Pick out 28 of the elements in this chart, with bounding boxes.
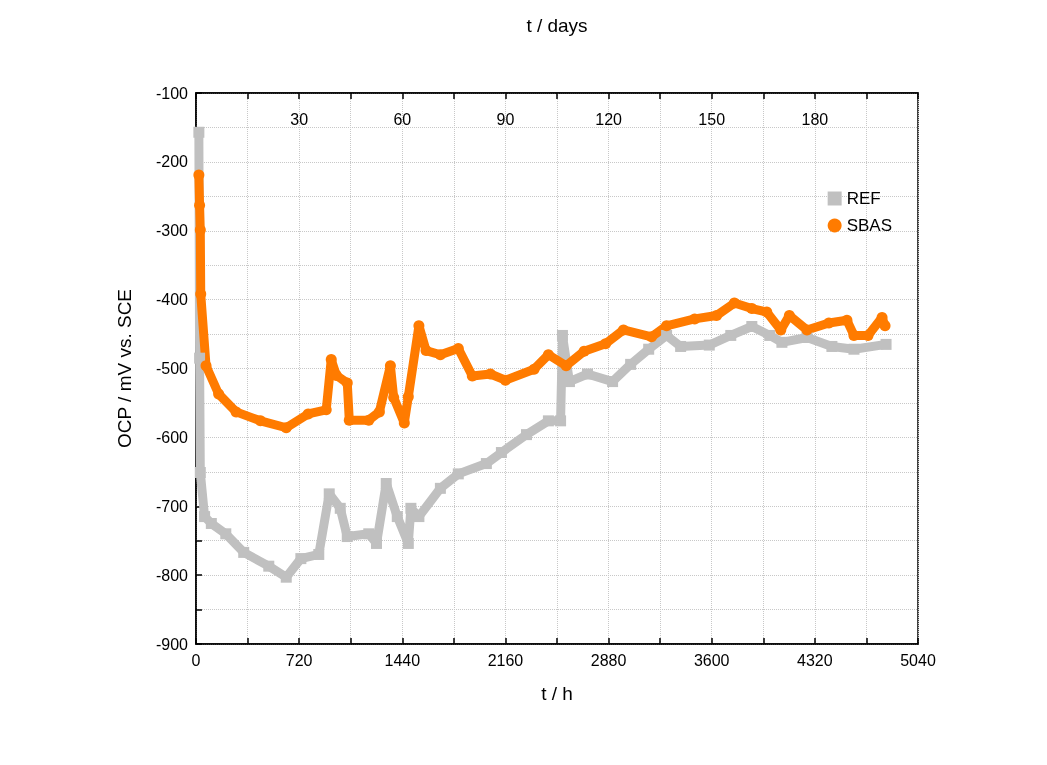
x-tick-label: 2160 [487, 651, 524, 669]
y-tick-label: -100 [155, 84, 189, 102]
y-tick-label: -600 [155, 428, 189, 446]
y-tick-label: -900 [155, 635, 189, 653]
x-tick-label: 0 [191, 651, 201, 669]
x2-tick-label: 30 [290, 110, 309, 128]
y-tick-label: -300 [155, 222, 189, 240]
y-tick-label: -800 [155, 566, 189, 584]
x2-tick-label: 90 [496, 110, 515, 128]
legend-label: SBAS [846, 216, 892, 235]
x2-tick-label: 180 [801, 110, 829, 128]
x-tick-label: 5040 [900, 651, 936, 669]
y-axis-title: OCP / mV vs. SCE [114, 288, 135, 449]
x2-tick-label: 120 [595, 110, 623, 128]
y-tick-label: -500 [155, 360, 189, 377]
x2-tick-label: 60 [393, 110, 412, 128]
x2-axis-title: t / days [526, 15, 588, 36]
x-tick-label: 720 [285, 651, 313, 669]
x-tick-label: 3600 [693, 651, 730, 669]
x-axis-title: t / h [541, 683, 573, 704]
x2-tick-label: 150 [698, 110, 726, 128]
y-tick-label: -400 [155, 291, 189, 309]
x-tick-label: 1440 [384, 651, 421, 669]
x-tick-label: 4320 [797, 651, 833, 669]
y-tick-label: -200 [155, 153, 189, 171]
legend-label: REF [846, 189, 881, 208]
x-tick-label: 2880 [590, 651, 627, 669]
y-tick-label: -700 [155, 497, 189, 515]
